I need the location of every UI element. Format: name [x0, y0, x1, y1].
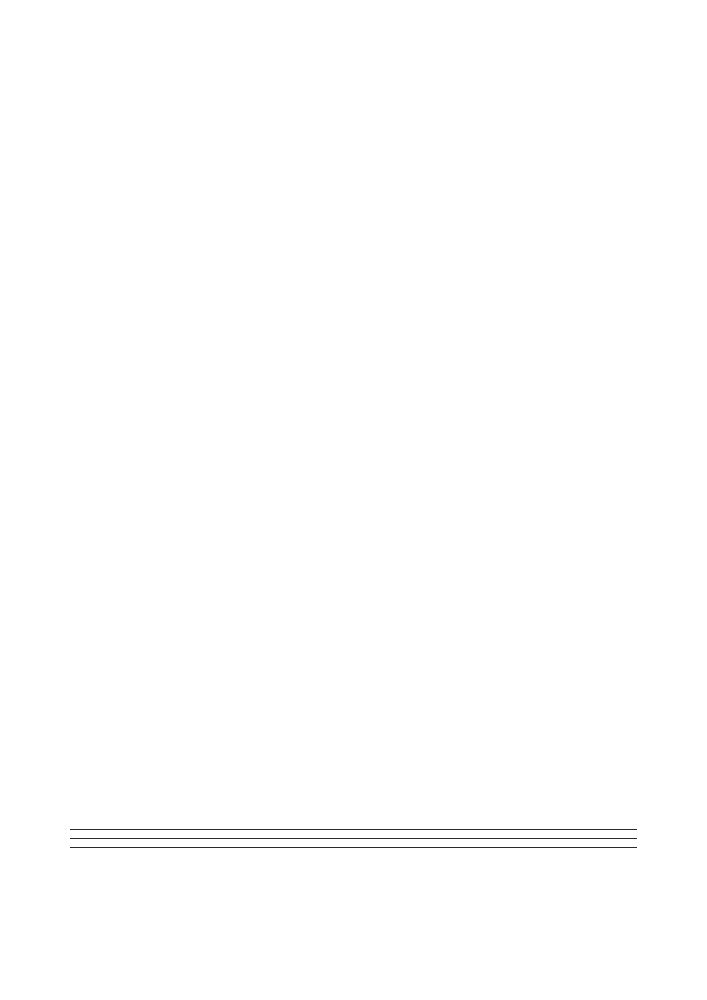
figure-area [60, 100, 650, 730]
rule-2 [70, 838, 637, 839]
page [0, 0, 707, 1000]
figure-svg [60, 100, 650, 730]
rule-3 [70, 847, 637, 848]
imprint-block [70, 825, 637, 854]
rule-1 [70, 829, 637, 830]
